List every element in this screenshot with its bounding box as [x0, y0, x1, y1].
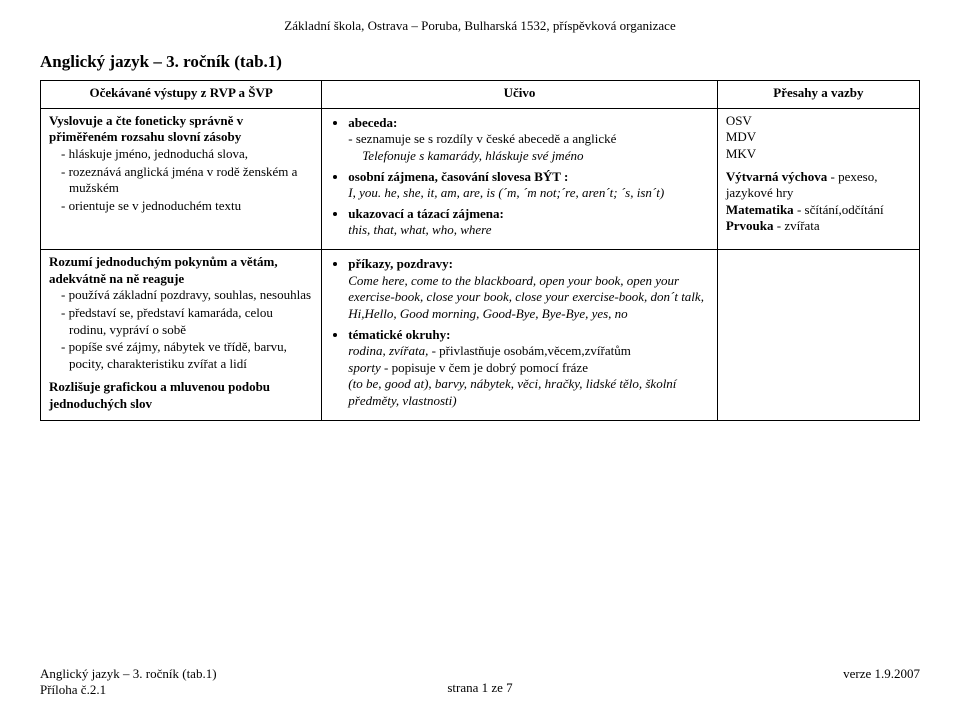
outcome-lead: Rozumí jednoduchým pokynům a větám, adek…	[49, 254, 313, 287]
outcome-item: - rozeznává anglická jména v rodě ženské…	[61, 164, 313, 197]
topic-line: sporty - popisuje v čem je dobrý pomocí …	[348, 360, 709, 377]
topic-line: Telefonuje s kamarády, hláskuje své jmén…	[348, 148, 709, 165]
topic-line: - seznamuje se s rozdíly v české abecedě…	[348, 131, 709, 148]
topic-line: I, you. he, she, it, am, are, is (´m, ´m…	[348, 185, 709, 202]
topic-head: osobní zájmena, časování slovesa BÝT :	[348, 169, 568, 184]
link-line: MDV	[726, 129, 911, 146]
col-header-content: Učivo	[322, 81, 718, 109]
topic-head: tématické okruhy:	[348, 327, 450, 342]
subject-title: Anglický jazyk – 3. ročník (tab.1)	[40, 52, 920, 72]
outcome-item: - představí se, představí kamaráda, celo…	[61, 305, 313, 338]
col-header-links: Přesahy a vazby	[717, 81, 919, 109]
topic-line: (to be, good at), barvy, nábytek, věci, …	[348, 376, 709, 409]
footer-left-2: Příloha č.2.1	[40, 682, 217, 698]
link-extra: Výtvarná výchova - pexeso, jazykové hry	[726, 169, 911, 202]
topic-line: rodina, zvířata, - přivlastňuje osobám,v…	[348, 343, 709, 360]
footer-right: verze 1.9.2007	[843, 666, 920, 698]
page-footer: Anglický jazyk – 3. ročník (tab.1) Přílo…	[40, 666, 920, 698]
link-line: MKV	[726, 146, 911, 163]
outcome-tail: Rozlišuje grafickou a mluvenou podobu je…	[49, 379, 313, 412]
outcome-item: - hláskuje jméno, jednoduchá slova,	[61, 146, 313, 163]
table-row: Rozumí jednoduchým pokynům a větám, adek…	[41, 250, 920, 421]
outcome-item: - orientuje se v jednoduchém textu	[61, 198, 313, 215]
topic-body: Come here, come to the blackboard, open …	[348, 273, 709, 323]
link-extra: Matematika - sčítání,odčítání	[726, 202, 911, 219]
outcome-lead: Vyslovuje a čte foneticky správně v přim…	[49, 113, 313, 146]
table-row: Vyslovuje a čte foneticky správně v přim…	[41, 108, 920, 249]
outcome-item: - používá základní pozdravy, souhlas, ne…	[61, 287, 313, 304]
footer-left-1: Anglický jazyk – 3. ročník (tab.1)	[40, 666, 217, 682]
topic-head: ukazovací a tázací zájmena:	[348, 206, 504, 221]
topic-line: this, that, what, who, where	[348, 222, 709, 239]
outcome-item: - popíše své zájmy, nábytek ve třídě, ba…	[61, 339, 313, 372]
link-extra: Prvouka - zvířata	[726, 218, 911, 235]
topic-head: příkazy, pozdravy:	[348, 256, 453, 271]
topic-head: abeceda:	[348, 115, 397, 130]
school-header: Základní škola, Ostrava – Poruba, Bulhar…	[40, 18, 920, 34]
curriculum-table: Očekávané výstupy z RVP a ŠVP Učivo Přes…	[40, 80, 920, 421]
col-header-outcomes: Očekávané výstupy z RVP a ŠVP	[41, 81, 322, 109]
link-line: OSV	[726, 113, 911, 130]
